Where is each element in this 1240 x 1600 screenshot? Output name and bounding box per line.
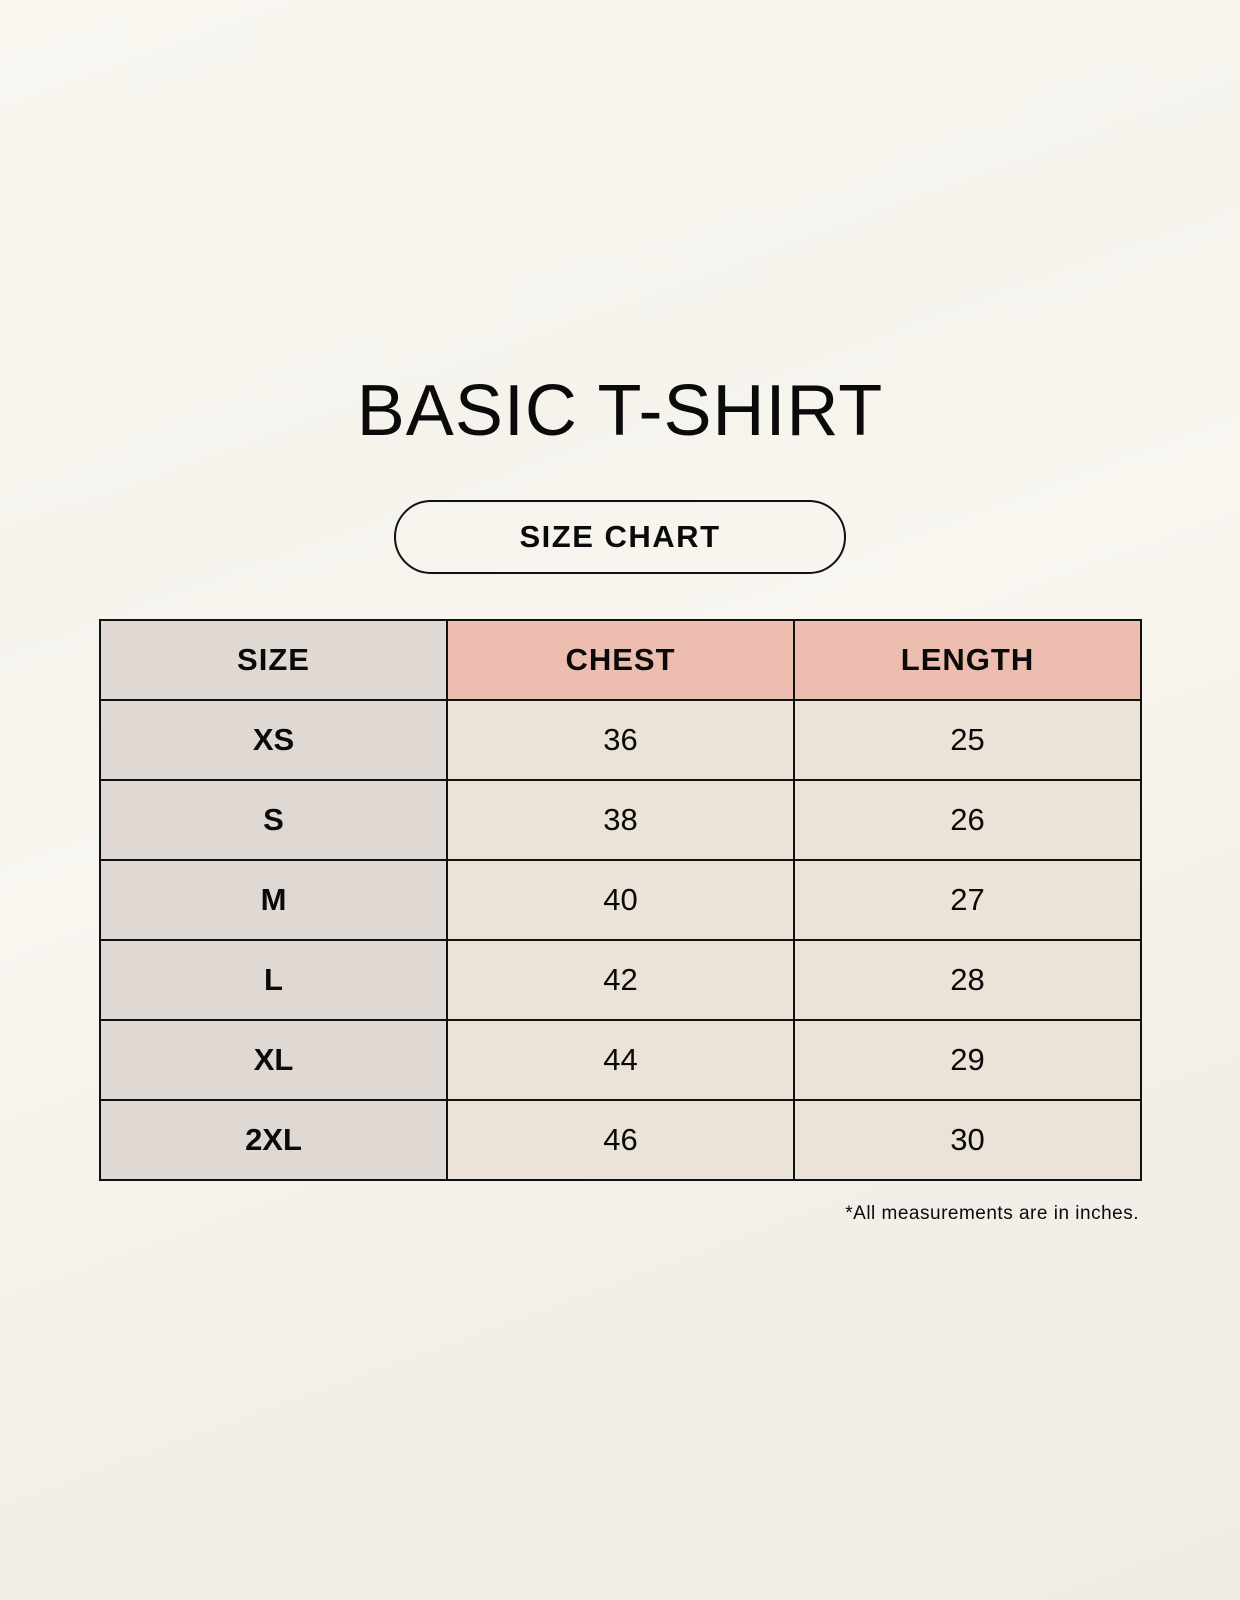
size-chart-label: SIZE CHART bbox=[394, 500, 846, 574]
cell-chest: 44 bbox=[446, 1019, 795, 1101]
size-table: SIZE CHEST LENGTH XS 36 25 S 38 26 M 40 27 L 42 28 X… bbox=[99, 619, 1142, 1181]
cell-size: XS bbox=[99, 699, 448, 781]
header-size: SIZE bbox=[99, 619, 448, 701]
table-row: L 42 28 bbox=[99, 939, 1142, 1021]
cell-size: L bbox=[99, 939, 448, 1021]
cell-size: XL bbox=[99, 1019, 448, 1101]
cell-chest: 38 bbox=[446, 779, 795, 861]
cell-size: M bbox=[99, 859, 448, 941]
header-length: LENGTH bbox=[793, 619, 1142, 701]
table-row: 2XL 46 30 bbox=[99, 1099, 1142, 1181]
cell-length: 27 bbox=[793, 859, 1142, 941]
table-row: XL 44 29 bbox=[99, 1019, 1142, 1101]
cell-size: 2XL bbox=[99, 1099, 448, 1181]
table-header-row: SIZE CHEST LENGTH bbox=[99, 619, 1142, 701]
cell-length: 26 bbox=[793, 779, 1142, 861]
cell-size: S bbox=[99, 779, 448, 861]
cell-chest: 46 bbox=[446, 1099, 795, 1181]
cell-chest: 40 bbox=[446, 859, 795, 941]
header-chest: CHEST bbox=[446, 619, 795, 701]
cell-length: 30 bbox=[793, 1099, 1142, 1181]
table-row: S 38 26 bbox=[99, 779, 1142, 861]
table-row: M 40 27 bbox=[99, 859, 1142, 941]
page-title: BASIC T-SHIRT bbox=[356, 371, 884, 451]
cell-length: 25 bbox=[793, 699, 1142, 781]
cell-length: 29 bbox=[793, 1019, 1142, 1101]
cell-length: 28 bbox=[793, 939, 1142, 1021]
footnote: *All measurements are in inches. bbox=[845, 1203, 1139, 1224]
cell-chest: 42 bbox=[446, 939, 795, 1021]
cell-chest: 36 bbox=[446, 699, 795, 781]
table-row: XS 36 25 bbox=[99, 699, 1142, 781]
